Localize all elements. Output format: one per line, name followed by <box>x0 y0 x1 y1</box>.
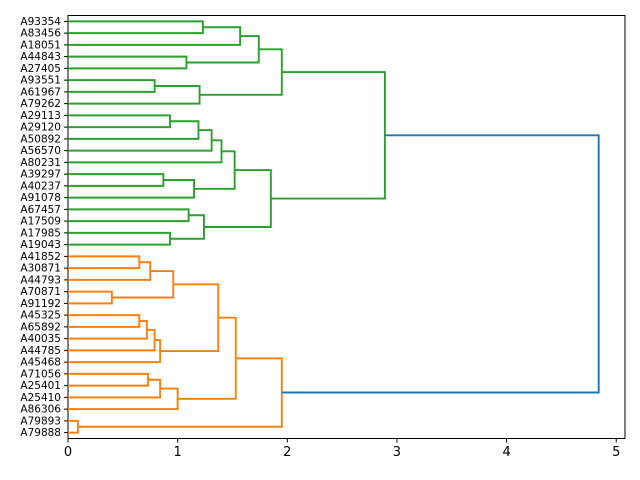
leaf-label: A86306 <box>20 404 61 416</box>
x-tick-label: 1 <box>174 445 182 460</box>
dendrogram-link-orange <box>68 378 162 399</box>
leaf-label: A30871 <box>20 263 61 275</box>
leaf-label: A44843 <box>20 51 61 63</box>
leaf-label: A41852 <box>20 251 61 263</box>
leaf-label: A50892 <box>20 133 61 145</box>
dendrogram-link-orange <box>68 320 148 340</box>
dendrogram-link-orange <box>68 387 179 411</box>
leaf-label: A44785 <box>20 345 61 357</box>
dendrogram-link-green <box>68 120 200 140</box>
x-tick-label: 3 <box>393 445 401 460</box>
dendrogram-link-green <box>68 85 201 105</box>
dendrogram-link-orange <box>68 290 113 305</box>
leaf-label: A56570 <box>20 145 61 157</box>
leaf-label: A61967 <box>20 86 61 98</box>
leaf-label: A17985 <box>20 227 61 239</box>
leaf-label: A91192 <box>20 298 61 310</box>
dendrogram-link-green <box>270 71 386 200</box>
leaf-label: A25410 <box>20 392 61 404</box>
dendrogram-link-orange <box>111 270 175 299</box>
leaf-label: A65892 <box>20 321 61 333</box>
leaf-label: A17509 <box>20 216 61 228</box>
dendrogram-link-green <box>68 26 242 46</box>
dendrogram-link-green <box>199 48 283 96</box>
dendrogram-link-orange <box>177 316 237 400</box>
dendrogram-link-orange <box>77 357 283 428</box>
leaf-label: A29113 <box>20 110 61 122</box>
leaf-label: A70871 <box>20 286 61 298</box>
x-tick-label: 4 <box>502 445 510 460</box>
dendrogram-link-green <box>68 79 156 93</box>
leaf-label: A27405 <box>20 63 61 75</box>
dendrogram-link-orange <box>68 372 149 387</box>
leaf-label: A40035 <box>20 333 61 345</box>
leaf-label: A79888 <box>20 427 61 439</box>
leaf-label: A79262 <box>20 98 61 110</box>
dendrogram-link-green <box>194 150 236 190</box>
dendrogram-link-green <box>68 179 196 199</box>
dendrogram-link-green <box>68 20 204 35</box>
leaf-label: A67457 <box>20 204 61 216</box>
dendrogram-link-orange <box>68 328 156 352</box>
leaf-label: A80231 <box>20 157 61 169</box>
leaf-label: A19043 <box>20 239 61 251</box>
dendrogram-link-green <box>68 231 171 246</box>
leaf-label: A29120 <box>20 122 61 134</box>
dendrogram-link-orange <box>68 255 141 270</box>
leaf-label: A45468 <box>20 357 61 369</box>
leaf-label: A91078 <box>20 192 61 204</box>
axes-frame <box>67 15 626 439</box>
dendrogram-link-green <box>186 35 260 64</box>
leaf-label: A93551 <box>20 75 61 87</box>
leaf-label: A39297 <box>20 169 61 181</box>
leaf-label: A44793 <box>20 274 61 286</box>
leaf-label: A25401 <box>20 380 61 392</box>
dendrogram-link-orange <box>68 419 79 434</box>
dendrogram-link-green <box>68 208 190 223</box>
dendrogram-link-green <box>68 114 171 129</box>
leaf-label: A71056 <box>20 368 61 380</box>
dendrogram-link-green <box>68 173 165 187</box>
dendrogram-link-orange <box>68 261 152 281</box>
dendrogram-link-green <box>169 214 205 240</box>
leaf-label: A79893 <box>20 415 61 427</box>
x-tick-label: 5 <box>612 445 620 460</box>
leaf-label: A45325 <box>20 310 61 322</box>
leaf-label: A40237 <box>20 180 61 192</box>
leaf-label: A18051 <box>20 39 61 51</box>
x-tick-label: 0 <box>64 445 72 460</box>
dendrogram-link-green <box>68 129 213 152</box>
dendrogram-link-green <box>203 169 272 228</box>
dendrogram-link-green <box>68 55 188 70</box>
dendrogram-link-orange <box>68 314 141 328</box>
dendrogram-link-blue <box>281 134 600 394</box>
x-tick-label: 2 <box>283 445 291 460</box>
dendrogram-link-orange <box>68 339 162 364</box>
dendrogram-link-orange <box>160 283 220 353</box>
leaf-label: A93354 <box>20 16 61 28</box>
leaf-label: A83456 <box>20 28 61 40</box>
